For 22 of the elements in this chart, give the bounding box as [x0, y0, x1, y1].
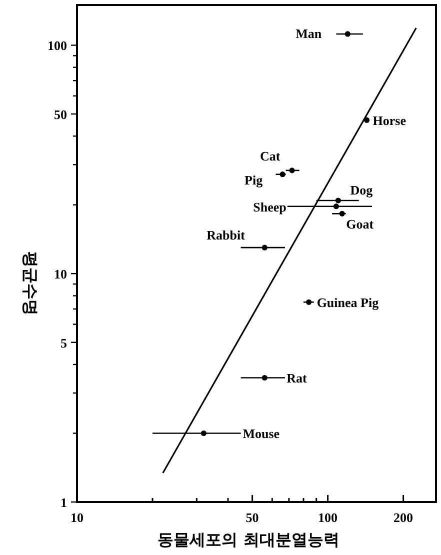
x-tick-label: 50: [246, 510, 259, 525]
annotation: Sheep: [253, 199, 286, 214]
x-tick-label: 100: [318, 510, 338, 525]
y-tick-label: 50: [54, 106, 67, 122]
annotation: Goat: [346, 216, 374, 232]
annotation: Rat: [286, 370, 308, 386]
annotation: Mouse: [242, 426, 280, 442]
x-tick-label: 200: [394, 510, 414, 525]
y-tick-label: 10: [54, 266, 67, 282]
annotation: Man: [296, 26, 322, 41]
annotation: Dog: [350, 182, 374, 198]
y-tick-label: 1: [60, 495, 67, 510]
x-tick-label: 10: [70, 510, 84, 525]
x-axis-title: 동물세포의 최대분열능력: [158, 530, 340, 549]
y-tick-label: 5: [60, 335, 68, 350]
annotation: Rabbit: [206, 228, 246, 243]
y-tick-label: 100: [48, 38, 67, 54]
annotation: Pig: [244, 172, 264, 188]
annotation: Horse: [372, 113, 406, 128]
y-axis-title: 평균수명: [21, 252, 40, 316]
annotation: Guinea Pig: [316, 295, 380, 310]
annotation: Cat: [260, 148, 281, 164]
